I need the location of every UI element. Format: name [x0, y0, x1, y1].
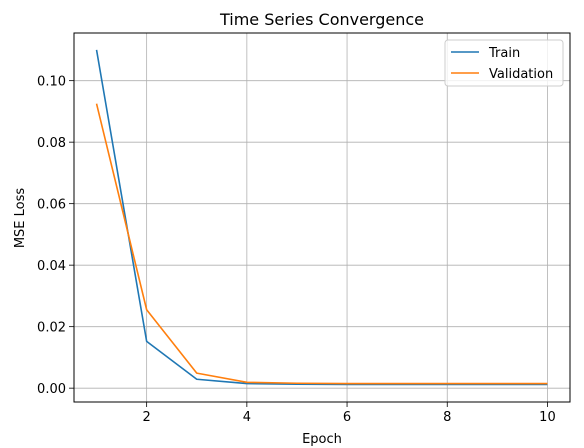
- y-tick-label: 0.10: [37, 75, 66, 90]
- legend: Train Validation: [444, 39, 564, 87]
- plot-frame: [73, 32, 571, 403]
- x-axis-label: Epoch: [302, 432, 342, 447]
- x-tick-label: 10: [539, 410, 556, 425]
- series-lines: [95, 49, 548, 386]
- x-tick-label: 4: [243, 410, 251, 425]
- chart-title: Time Series Convergence: [219, 10, 424, 29]
- y-tick-label: 0.00: [37, 382, 66, 397]
- axis-ticks: 2 4 6 8 10 0.00 0.02 0.04 0.06 0.08 0.10: [37, 75, 556, 425]
- y-tick-label: 0.04: [37, 259, 66, 274]
- y-tick-label: 0.02: [37, 321, 66, 336]
- x-tick-label: 8: [443, 410, 451, 425]
- legend-label-train: Train: [488, 46, 520, 61]
- series-line-train: [95, 49, 548, 386]
- series-line-validation: [95, 103, 548, 385]
- y-axis-label: MSE Loss: [13, 188, 28, 249]
- x-tick-label: 2: [143, 410, 151, 425]
- y-tick-label: 0.08: [37, 136, 66, 151]
- legend-label-validation: Validation: [489, 67, 553, 82]
- y-tick-label: 0.06: [37, 198, 66, 213]
- x-tick-label: 6: [343, 410, 351, 425]
